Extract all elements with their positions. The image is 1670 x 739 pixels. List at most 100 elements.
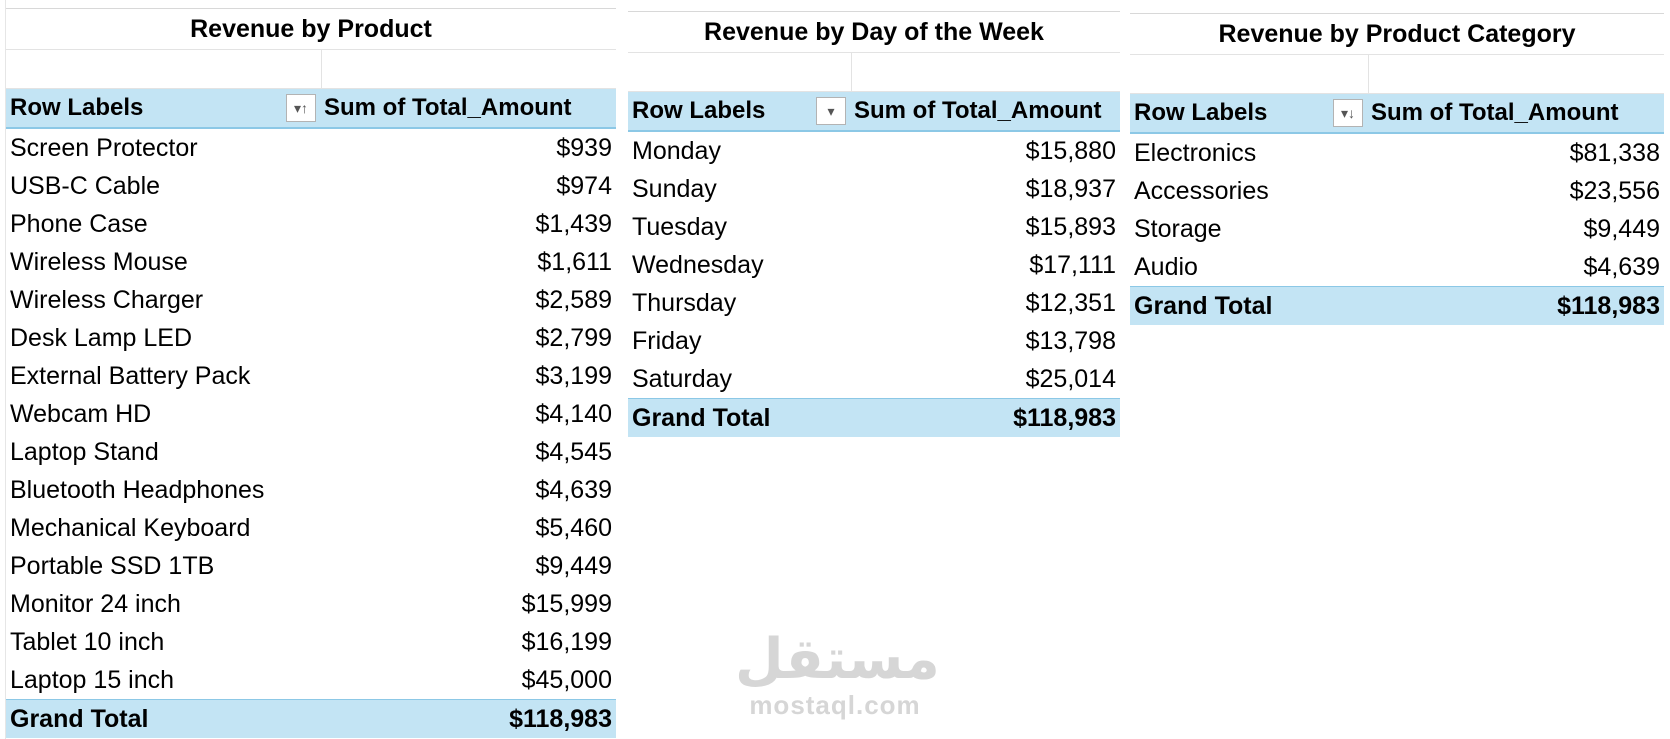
- table-row[interactable]: Sunday $18,937: [628, 170, 1120, 208]
- grand-total-row[interactable]: Grand Total $118,983: [628, 398, 1120, 437]
- row-label: Friday: [632, 326, 702, 355]
- grand-total-value: $118,983: [509, 704, 612, 733]
- row-value: $23,556: [1569, 176, 1660, 205]
- row-value: $2,589: [535, 285, 612, 314]
- grand-total-row[interactable]: Grand Total $118,983: [1130, 286, 1664, 325]
- pivot-header-row: Row Labels ▾ Sum of Total_Amount: [628, 92, 1120, 132]
- row-value: $4,140: [535, 399, 612, 428]
- table-row[interactable]: Portable SSD 1TB $9,449: [6, 547, 616, 585]
- row-value: $4,639: [1583, 252, 1660, 281]
- table-row[interactable]: Tablet 10 inch $16,199: [6, 623, 616, 661]
- table-row[interactable]: Accessories $23,556: [1130, 172, 1664, 210]
- table-row[interactable]: Saturday $25,014: [628, 360, 1120, 398]
- table-row[interactable]: External Battery Pack $3,199: [6, 357, 616, 395]
- value-header: Sum of Total_Amount: [324, 94, 572, 121]
- table-row[interactable]: Monday $15,880: [628, 132, 1120, 170]
- row-value: $16,199: [521, 627, 612, 656]
- row-value: $4,639: [535, 475, 612, 504]
- dropdown-filter-icon[interactable]: ▾: [816, 97, 846, 125]
- watermark-logo: مستقل: [735, 627, 940, 692]
- row-value: $1,611: [537, 247, 612, 276]
- pivot-title: Revenue by Product: [6, 8, 616, 50]
- row-value: $9,449: [1583, 214, 1660, 243]
- table-row[interactable]: Webcam HD $4,140: [6, 395, 616, 433]
- row-labels-header: Row Labels: [632, 97, 766, 124]
- row-value: $12,351: [1025, 288, 1116, 317]
- row-value: $13,798: [1025, 326, 1116, 355]
- row-label: USB-C Cable: [10, 171, 161, 200]
- row-label: Electronics: [1134, 138, 1257, 167]
- pivot-table-revenue-by-category[interactable]: Revenue by Product Category Row Labels ▾…: [1130, 13, 1664, 325]
- table-row[interactable]: Storage $9,449: [1130, 210, 1664, 248]
- row-label: Screen Protector: [10, 133, 198, 162]
- value-header: Sum of Total_Amount: [1371, 99, 1619, 126]
- table-row[interactable]: Monitor 24 inch $15,999: [6, 585, 616, 623]
- row-value: $45,000: [521, 665, 612, 694]
- table-row[interactable]: Mechanical Keyboard $5,460: [6, 509, 616, 547]
- table-row[interactable]: USB-C Cable $974: [6, 167, 616, 205]
- row-label: Bluetooth Headphones: [10, 475, 265, 504]
- row-label: External Battery Pack: [10, 361, 251, 390]
- row-label: Desk Lamp LED: [10, 323, 193, 352]
- blank-row: [628, 53, 1120, 92]
- row-label: Phone Case: [10, 209, 148, 238]
- grand-total-value: $118,983: [1557, 291, 1660, 320]
- row-value: $4,545: [535, 437, 612, 466]
- row-label: Laptop Stand: [10, 437, 159, 466]
- table-row[interactable]: Desk Lamp LED $2,799: [6, 319, 616, 357]
- grand-total-label: Grand Total: [1134, 291, 1273, 320]
- sort-descending-filter-icon[interactable]: ▾↓: [1333, 99, 1363, 127]
- grand-total-row[interactable]: Grand Total $118,983: [6, 699, 616, 738]
- row-label: Wednesday: [632, 250, 764, 279]
- row-value: $18,937: [1025, 174, 1116, 203]
- row-value: $2,799: [535, 323, 612, 352]
- pivot-table-revenue-by-product[interactable]: Revenue by Product Row Labels ▾↑ Sum of …: [6, 8, 616, 738]
- grand-total-value: $118,983: [1013, 403, 1116, 432]
- row-label: Portable SSD 1TB: [10, 551, 215, 580]
- table-row[interactable]: Bluetooth Headphones $4,639: [6, 471, 616, 509]
- row-label: Storage: [1134, 214, 1222, 243]
- table-row[interactable]: Friday $13,798: [628, 322, 1120, 360]
- row-value: $15,999: [521, 589, 612, 618]
- row-label: Sunday: [632, 174, 717, 203]
- row-label: Saturday: [632, 364, 733, 393]
- pivot-rows: Screen Protector $939 USB-C Cable $974 Phone…: [6, 129, 616, 699]
- watermark: مستقل mostaql.com: [735, 627, 940, 721]
- grand-total-label: Grand Total: [10, 704, 149, 733]
- pivot-title: Revenue by Day of the Week: [628, 11, 1120, 53]
- table-row[interactable]: Wireless Charger $2,589: [6, 281, 616, 319]
- table-row[interactable]: Laptop 15 inch $45,000: [6, 661, 616, 699]
- table-row[interactable]: Screen Protector $939: [6, 129, 616, 167]
- table-row[interactable]: Wireless Mouse $1,611: [6, 243, 616, 281]
- row-value: $974: [556, 171, 612, 200]
- table-row[interactable]: Electronics $81,338: [1130, 134, 1664, 172]
- table-row[interactable]: Tuesday $15,893: [628, 208, 1120, 246]
- table-row[interactable]: Phone Case $1,439: [6, 205, 616, 243]
- sheet-gridline: [5, 0, 6, 739]
- row-label: Thursday: [632, 288, 737, 317]
- table-row[interactable]: Audio $4,639: [1130, 248, 1664, 286]
- table-row[interactable]: Thursday $12,351: [628, 284, 1120, 322]
- row-value: $9,449: [535, 551, 612, 580]
- table-row[interactable]: Wednesday $17,111: [628, 246, 1120, 284]
- pivot-title: Revenue by Product Category: [1130, 13, 1664, 55]
- value-header: Sum of Total_Amount: [854, 97, 1102, 124]
- blank-row: [6, 50, 616, 89]
- row-value: $17,111: [1029, 250, 1116, 279]
- row-value: $25,014: [1025, 364, 1116, 393]
- table-row[interactable]: Laptop Stand $4,545: [6, 433, 616, 471]
- row-label: Laptop 15 inch: [10, 665, 175, 694]
- row-labels-header: Row Labels: [1134, 99, 1268, 126]
- row-label: Tablet 10 inch: [10, 627, 165, 656]
- row-value: $15,893: [1025, 212, 1116, 241]
- row-label: Monday: [632, 136, 721, 165]
- watermark-url: mostaql.com: [749, 690, 921, 720]
- row-label: Wireless Mouse: [10, 247, 188, 276]
- row-value: $1,439: [535, 209, 612, 238]
- row-value: $81,338: [1569, 138, 1660, 167]
- sort-ascending-filter-icon[interactable]: ▾↑: [286, 94, 316, 122]
- row-label: Wireless Charger: [10, 285, 204, 314]
- row-value: $939: [556, 133, 612, 162]
- pivot-table-revenue-by-day[interactable]: Revenue by Day of the Week Row Labels ▾ …: [628, 11, 1120, 437]
- row-label: Webcam HD: [10, 399, 152, 428]
